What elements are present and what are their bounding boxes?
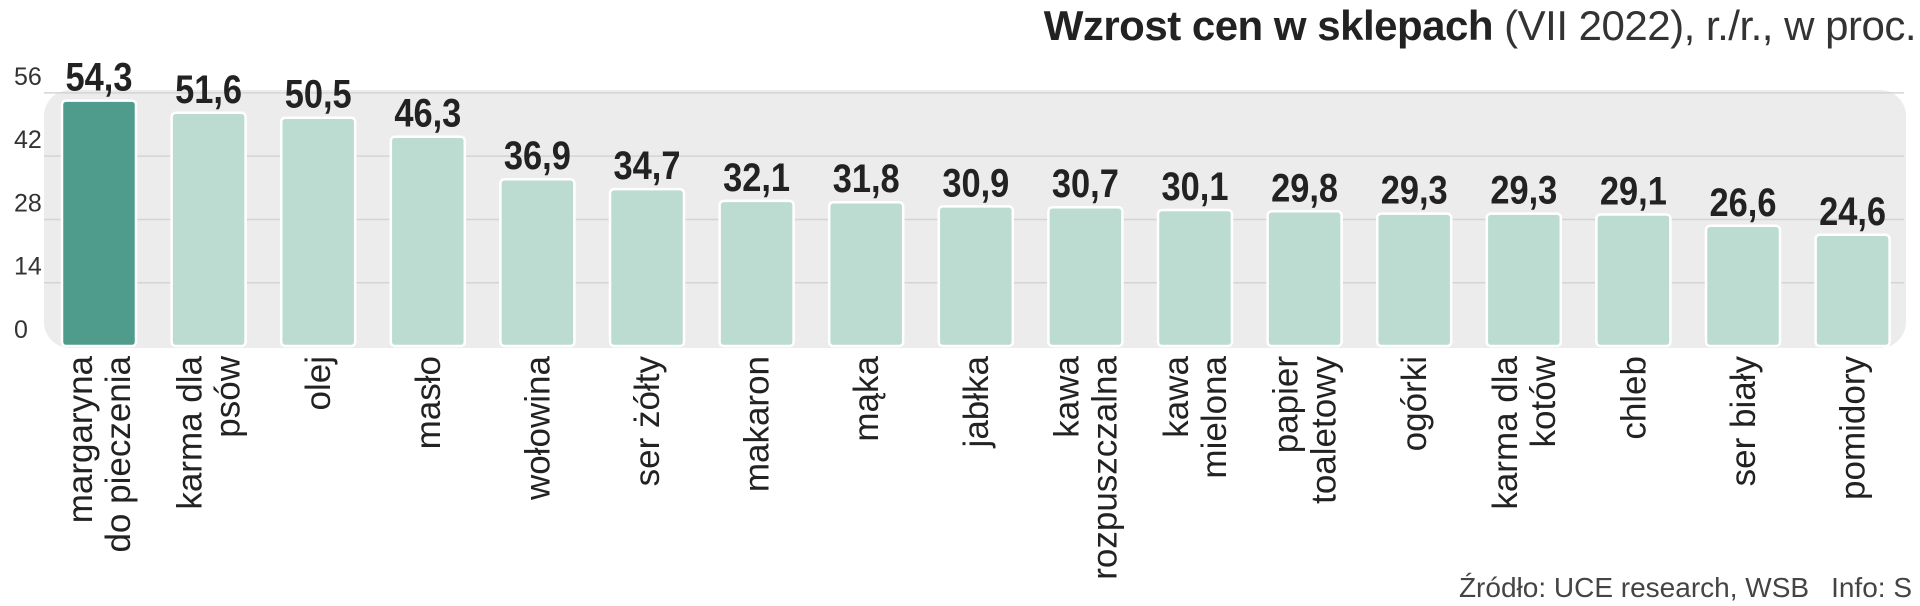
y-tick-label: 56: [14, 63, 42, 91]
value-label: 30,1: [1162, 163, 1229, 208]
value-label: 30,7: [1052, 161, 1119, 206]
category-label: do pieczenia: [99, 355, 138, 552]
bar: [937, 205, 1015, 348]
category-label: margaryna: [61, 355, 100, 523]
category-label: pomidory: [1834, 356, 1873, 500]
value-label: 36,9: [504, 133, 571, 178]
value-label: 24,6: [1819, 188, 1886, 233]
value-label: 54,3: [66, 54, 133, 99]
bar: [827, 201, 905, 348]
category-label: masło: [409, 356, 448, 449]
bar: [718, 199, 795, 348]
category-label: makaron: [738, 356, 777, 492]
value-label: 51,6: [175, 66, 242, 111]
bar: [1375, 212, 1453, 348]
category-label: ser żółty: [628, 356, 667, 487]
bar: [279, 116, 357, 348]
category-label: kawa: [1047, 355, 1086, 437]
value-label: 29,8: [1271, 165, 1338, 210]
bar: [1266, 210, 1343, 348]
value-label: 29,1: [1600, 168, 1667, 213]
value-label: 31,8: [833, 156, 900, 201]
bar: [1485, 212, 1563, 348]
category-label: kotów: [1524, 355, 1563, 447]
value-label: 29,3: [1381, 167, 1448, 212]
chart-title-block: Wzrost cen w sklepach (VII 2022), r./r.,…: [1043, 2, 1917, 50]
y-tick-label: 42: [14, 126, 42, 154]
category-label: toaletowy: [1305, 356, 1344, 504]
bar: [1704, 224, 1782, 348]
value-label: 26,6: [1710, 179, 1777, 224]
category-label: rozpuszczalna: [1085, 355, 1124, 579]
value-label: 50,5: [285, 71, 352, 116]
category-label: olej: [299, 356, 338, 410]
chart-subtitle: (VII 2022), r./r., w proc.: [1504, 2, 1916, 49]
bar: [60, 99, 138, 348]
category-label: kawa: [1157, 355, 1196, 437]
bar: [608, 187, 686, 348]
info-text: Info: S: [1831, 572, 1912, 603]
category-label: wołowina: [518, 355, 557, 500]
source-text: Źródło: UCE research, WSB: [1458, 572, 1810, 603]
category-label: jabłka: [957, 355, 996, 448]
y-tick-label: 14: [14, 253, 42, 281]
category-label: mąka: [847, 355, 886, 441]
value-label: 32,1: [723, 154, 790, 199]
value-label: 29,3: [1490, 167, 1557, 212]
category-label: mielona: [1195, 355, 1234, 478]
y-tick-label: 0: [14, 316, 28, 344]
bar: [389, 135, 467, 348]
bar: [1156, 208, 1234, 348]
category-label: chleb: [1614, 356, 1653, 440]
category-label: ogórki: [1395, 356, 1434, 451]
value-label: 46,3: [394, 90, 461, 135]
chart-title: Wzrost cen w sklepach: [1043, 2, 1494, 49]
y-tick-label: 28: [14, 189, 42, 217]
category-label: karma dla: [171, 355, 210, 509]
category-label: karma dla: [1486, 355, 1525, 509]
bar: [170, 111, 247, 348]
value-label: 30,9: [942, 160, 1009, 205]
bar: [499, 177, 576, 348]
value-label: 34,7: [614, 143, 681, 188]
bar: [1047, 205, 1124, 348]
bar: [1814, 233, 1891, 348]
bar: [1595, 213, 1672, 348]
category-label: psów: [209, 355, 248, 437]
source-note: Źródło: UCE research, WSB Info: S: [1459, 572, 1912, 604]
category-label: papier: [1267, 356, 1306, 454]
category-label: ser biały: [1724, 356, 1763, 487]
